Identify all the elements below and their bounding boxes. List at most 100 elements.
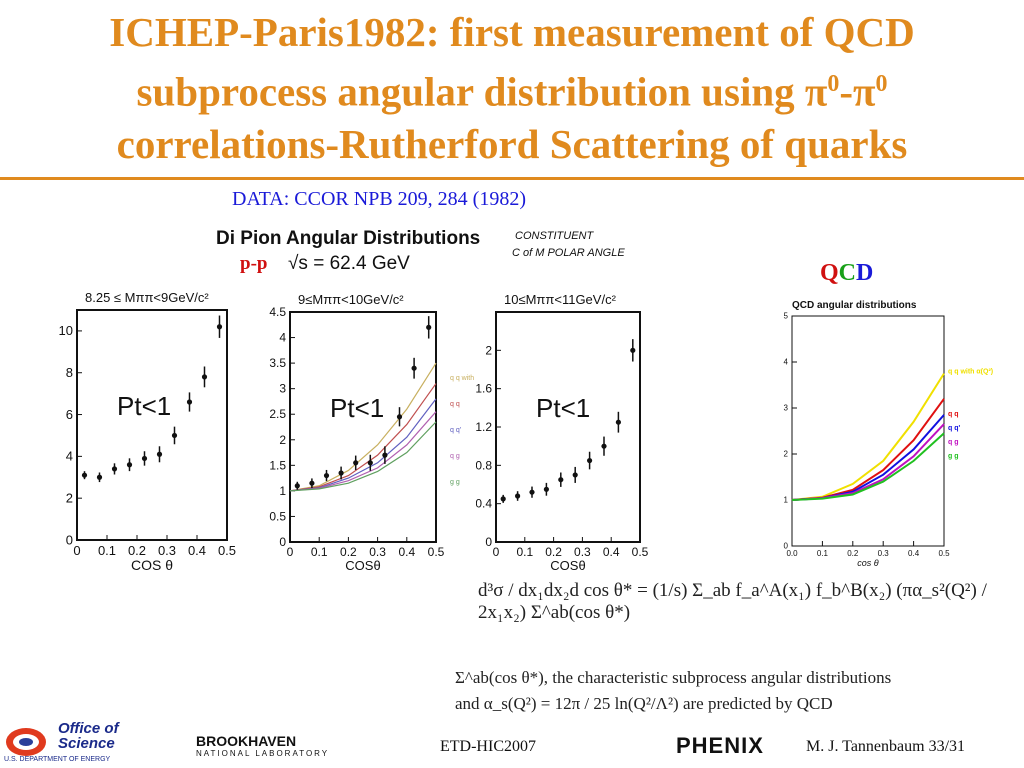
- bnl-line-2: NATIONAL LABORATORY: [196, 749, 330, 758]
- data-point: [615, 419, 621, 425]
- x-axis-label: cos θ: [857, 558, 879, 568]
- y-tick-label: 0.8: [476, 458, 492, 472]
- data-point: [500, 496, 506, 502]
- y-tick-label: 3.5: [269, 356, 286, 370]
- pt-annotation: Pt<1: [117, 391, 171, 421]
- data-point: [201, 374, 208, 380]
- note-line-1: Σ^ab(cos θ*), the characteristic subproc…: [455, 668, 892, 687]
- data-point: [558, 477, 564, 483]
- y-tick-label: 0.4: [476, 497, 492, 511]
- doe-office-of-science-logo: Office of Science U.S. DEPARTMENT OF ENE…: [4, 720, 154, 766]
- x-tick-label: 0.4: [603, 545, 620, 559]
- qcd-d: D: [856, 260, 874, 286]
- theory-curve: [289, 362, 437, 492]
- y-tick-label: 1: [279, 484, 286, 498]
- series-label: q q: [948, 411, 959, 418]
- chart-title: QCD angular distributions: [792, 300, 917, 311]
- series-label: q q with α(Q²): [948, 369, 993, 376]
- data-point: [367, 460, 373, 466]
- data-point: [515, 493, 521, 499]
- doe-swirl-icon: [6, 728, 46, 756]
- y-tick-label: 4: [66, 449, 73, 464]
- x-tick-label: 0.1: [516, 545, 533, 559]
- data-source: DATA: CCOR NPB 209, 284 (1982): [232, 188, 526, 210]
- x-tick-label: 0.2: [128, 543, 146, 558]
- handwritten-note-2: C of M POLAR ANGLE: [512, 247, 625, 259]
- footer-author-page: M. J. Tannenbaum 33/31: [806, 738, 966, 755]
- cross-section-formula: d³σ / dx₁dx₂d cos θ* = (1/s) Σ_ab f_a^A(…: [478, 580, 987, 623]
- handwritten-note-1: CONSTITUENT: [515, 230, 594, 242]
- data-point: [529, 489, 535, 495]
- y-tick-label: 2: [66, 491, 73, 506]
- data-point: [587, 457, 593, 464]
- brookhaven-logo: BROOKHAVEN NATIONAL LABORATORY: [196, 733, 329, 758]
- y-tick-label: 2.5: [269, 407, 286, 421]
- data-point: [396, 414, 403, 420]
- theory-curve-label: g g: [450, 479, 460, 486]
- x-tick-label: 0.3: [574, 545, 591, 559]
- doe-line-1: Office of: [58, 720, 119, 737]
- chart-title: 10≤Mππ<11GeV/c²: [504, 292, 617, 307]
- data-point: [353, 460, 359, 466]
- x-tick-label: 0.1: [98, 543, 116, 558]
- pp-label: p-p: [240, 253, 268, 274]
- x-tick-label: 0.5: [428, 545, 445, 559]
- title-sup-1: 0: [827, 71, 840, 97]
- data-point: [601, 443, 607, 449]
- data-point: [171, 432, 178, 439]
- chart-8p25-9gev: 8.25 ≤ Mππ<9GeV/c² 0 0.1 0.2 0.3 0.4 0.5 0 2 4 6 8 1…: [59, 290, 237, 573]
- title-divider: [0, 177, 1024, 180]
- theory-curve: [289, 421, 437, 492]
- y-tick-label: 0: [279, 535, 286, 549]
- chart-9-10gev: 9≤Mππ<10GeV/c² 0 0.1 0.2 0.3 0.4 0.5 0 0.5 1 1.5 2 2…: [269, 292, 475, 573]
- x-tick-label: 0.4: [398, 545, 415, 559]
- title-pi: -π: [839, 68, 876, 115]
- chart-10-11gev: 10≤Mππ<11GeV/c² 0 0.1 0.2 0.3 0.4 0.5 0 0.4 0.8 1.…: [476, 292, 649, 573]
- y-tick-label: 6: [66, 407, 73, 422]
- x-tick-label: 0.0: [786, 549, 798, 558]
- y-tick-label: 3: [784, 404, 789, 413]
- data-point: [426, 324, 432, 330]
- y-tick-label: 2: [784, 450, 789, 459]
- sqrt-s-label: √s = 62.4 GeV: [288, 253, 410, 274]
- theory-curve-label: q g: [450, 453, 460, 460]
- data-point: [81, 472, 88, 478]
- y-tick-label: 0: [784, 542, 789, 551]
- data-point: [411, 365, 417, 371]
- x-tick-label: 0.5: [218, 543, 236, 558]
- y-tick-label: 2: [485, 343, 492, 357]
- title-line-3: correlations-Rutherford Scattering of qu…: [116, 120, 908, 167]
- theory-curve: [289, 383, 437, 492]
- y-tick-label: 0: [66, 532, 73, 547]
- chart-title: 9≤Mππ<10GeV/c²: [298, 292, 404, 307]
- data-point: [156, 451, 163, 457]
- title-line-2-text: subprocess angular distribution using π: [136, 68, 828, 115]
- y-tick-label: 4: [784, 358, 789, 367]
- x-tick-label: 0.5: [632, 545, 649, 559]
- data-point: [309, 480, 315, 486]
- phenix-logo: PHENIX: [676, 733, 764, 758]
- series-label: g g: [948, 453, 959, 460]
- x-tick-label: 0.1: [817, 549, 829, 558]
- series-label: q q': [948, 425, 960, 432]
- x-axis-label: COS θ: [131, 557, 173, 573]
- x-tick-label: 0.1: [311, 545, 328, 559]
- series-line: [791, 432, 945, 501]
- title-line-2: subprocess angular distribution using π0…: [0, 58, 1024, 118]
- y-tick-label: 1: [784, 496, 789, 505]
- data-point: [216, 324, 223, 330]
- y-tick-label: 4: [279, 331, 286, 345]
- plot-frame: [76, 309, 228, 541]
- x-tick-label: 0.2: [545, 545, 562, 559]
- doe-line-3: U.S. DEPARTMENT OF ENERGY: [4, 756, 111, 763]
- chart-qcd-angular: QCD angular distributions 0.0 0.1 0.2 0.3 0.4…: [784, 300, 994, 568]
- data-point: [630, 347, 636, 353]
- x-tick-label: 0: [73, 543, 80, 558]
- x-tick-label: 0.4: [908, 549, 920, 558]
- pt-annotation: Pt<1: [330, 393, 384, 423]
- handwritten-title: Di Pion Angular Distributions: [216, 228, 481, 249]
- x-tick-label: 0.3: [369, 545, 386, 559]
- y-tick-label: 8: [66, 365, 73, 380]
- y-tick-label: 5: [784, 312, 789, 321]
- y-tick-label: 3: [279, 382, 286, 396]
